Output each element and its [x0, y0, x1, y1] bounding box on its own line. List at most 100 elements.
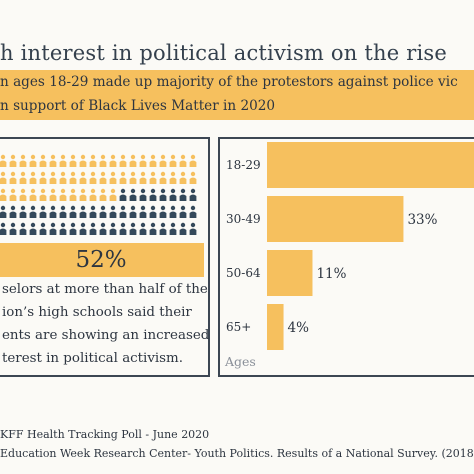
caption-line-3: ents are showing an increased	[2, 328, 210, 343]
source-2: Education Week Research Center- Youth Po…	[0, 447, 474, 460]
person-icon	[119, 188, 127, 201]
person-icon	[159, 222, 167, 235]
person-icon	[189, 222, 197, 235]
percent-value: 52%	[75, 247, 127, 273]
person-icon	[19, 222, 27, 235]
person-icon	[139, 171, 147, 184]
person-icon	[49, 188, 57, 201]
person-icon	[79, 222, 87, 235]
person-icon	[99, 222, 107, 235]
subtitle-line-2: n support of Black Lives Matter in 2020	[0, 98, 276, 114]
person-icon	[29, 222, 37, 235]
person-icon	[119, 154, 127, 167]
person-icon	[29, 188, 37, 201]
person-icon	[179, 154, 187, 167]
person-icon	[19, 154, 27, 167]
person-icon	[179, 171, 187, 184]
person-icon	[109, 222, 117, 235]
bar-65+	[267, 304, 284, 350]
category-label: 50-64	[226, 266, 261, 280]
person-icon	[0, 171, 7, 184]
person-icon	[59, 222, 67, 235]
stat-panel: 52% selors at more than half of the ion’…	[0, 137, 210, 377]
person-icon	[149, 205, 157, 218]
age-bar-chart: 18-29 30-49 33% 50-64 11% 65+ 4% Ages	[224, 142, 474, 369]
person-icon	[69, 154, 77, 167]
person-icon	[0, 222, 7, 235]
person-icon	[39, 205, 47, 218]
people-icon-grid	[0, 154, 197, 235]
person-icon	[159, 205, 167, 218]
person-icon	[59, 188, 67, 201]
person-icon	[89, 205, 97, 218]
person-icon	[0, 188, 7, 201]
subtitle-line-1: n ages 18-29 made up majority of the pro…	[0, 74, 458, 90]
person-icon	[99, 188, 107, 201]
person-icon	[179, 188, 187, 201]
person-icon	[9, 188, 17, 201]
person-icon	[109, 205, 117, 218]
person-icon	[169, 222, 177, 235]
person-icon	[69, 188, 77, 201]
person-icon	[169, 154, 177, 167]
person-icon	[109, 154, 117, 167]
person-icon	[129, 222, 137, 235]
percent-highlight-bar	[0, 243, 204, 277]
caption-line-1: selors at more than half of the	[2, 282, 208, 297]
person-icon	[189, 205, 197, 218]
person-icon	[189, 188, 197, 201]
category-label: 65+	[226, 320, 251, 334]
person-icon	[119, 222, 127, 235]
axis-label: Ages	[224, 354, 256, 369]
subtitle-band: n ages 18-29 made up majority of the pro…	[0, 70, 474, 120]
value-label: 4%	[288, 320, 310, 336]
person-icon	[99, 205, 107, 218]
person-icon	[69, 205, 77, 218]
person-icon	[189, 154, 197, 167]
person-icon	[179, 222, 187, 235]
person-icon	[99, 171, 107, 184]
person-icon	[109, 171, 117, 184]
person-icon	[29, 154, 37, 167]
person-icon	[119, 205, 127, 218]
person-icon	[149, 188, 157, 201]
person-icon	[0, 154, 7, 167]
person-icon	[9, 222, 17, 235]
person-icon	[79, 205, 87, 218]
person-icon	[79, 188, 87, 201]
person-icon	[169, 188, 177, 201]
person-icon	[169, 171, 177, 184]
page-title: h interest in political activism on the …	[0, 41, 447, 65]
category-label: 18-29	[226, 158, 261, 172]
person-icon	[89, 154, 97, 167]
person-icon	[19, 171, 27, 184]
person-icon	[59, 154, 67, 167]
caption-line-4: terest in political activism.	[2, 351, 184, 366]
person-icon	[69, 222, 77, 235]
person-icon	[179, 205, 187, 218]
person-icon	[169, 205, 177, 218]
person-icon	[9, 171, 17, 184]
bar-50-64	[267, 250, 313, 296]
person-icon	[69, 171, 77, 184]
person-icon	[99, 154, 107, 167]
person-icon	[29, 171, 37, 184]
person-icon	[79, 171, 87, 184]
person-icon	[89, 222, 97, 235]
person-icon	[159, 171, 167, 184]
person-icon	[49, 171, 57, 184]
person-icon	[79, 154, 87, 167]
value-label: 33%	[407, 212, 437, 228]
person-icon	[49, 222, 57, 235]
person-icon	[49, 205, 57, 218]
person-icon	[59, 205, 67, 218]
person-icon	[39, 222, 47, 235]
person-icon	[129, 205, 137, 218]
person-icon	[119, 171, 127, 184]
person-icon	[139, 205, 147, 218]
person-icon	[139, 188, 147, 201]
person-icon	[9, 205, 17, 218]
person-icon	[19, 188, 27, 201]
person-icon	[129, 171, 137, 184]
person-icon	[49, 154, 57, 167]
